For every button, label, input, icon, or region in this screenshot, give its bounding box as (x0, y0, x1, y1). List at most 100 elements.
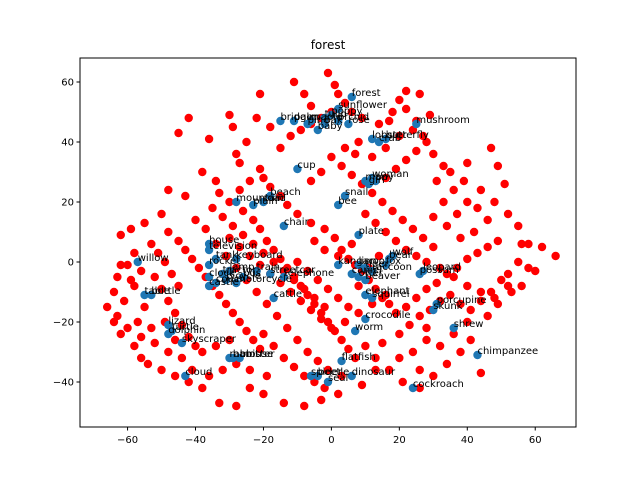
background-point (317, 314, 326, 324)
labeled-point-bus (238, 272, 248, 282)
background-point (391, 308, 401, 318)
background-point (323, 68, 333, 78)
background-point (272, 311, 282, 321)
background-point (337, 371, 346, 381)
background-point (323, 365, 333, 375)
background-point (279, 353, 289, 363)
background-point (415, 365, 424, 375)
background-point (476, 185, 486, 195)
background-point (289, 275, 299, 285)
labeled-point-forest (347, 92, 356, 102)
background-point (531, 266, 540, 276)
background-point (354, 281, 363, 291)
background-point (503, 209, 513, 219)
background-point (490, 197, 499, 207)
point-label-possum: possum (420, 265, 459, 276)
background-point (238, 230, 248, 240)
background-point (160, 257, 170, 267)
background-point (218, 212, 227, 222)
point-label-bear: bear (389, 250, 413, 261)
labeled-point-couch (211, 278, 221, 288)
labeled-point-flatfish (337, 356, 346, 366)
background-point (136, 266, 146, 276)
background-point (313, 356, 323, 366)
point-label-lamp: lamp (229, 262, 254, 273)
point-label-chair: chair (284, 217, 310, 228)
background-point (150, 272, 159, 282)
background-point (293, 257, 302, 267)
labeled-point-crocodile (361, 314, 370, 324)
point-label-palm: palm (294, 112, 319, 123)
labeled-point-pine (303, 119, 312, 129)
background-point (463, 197, 472, 207)
background-point (476, 296, 486, 306)
background-point (262, 236, 272, 246)
background-point (119, 296, 129, 306)
background-point (211, 341, 221, 351)
background-point (167, 269, 176, 279)
background-point (232, 149, 241, 159)
point-label-table: table (145, 286, 170, 297)
background-point (415, 311, 424, 321)
background-point (174, 128, 183, 138)
point-label-beetle: beetle (318, 367, 350, 378)
labeled-point-bridge (276, 116, 285, 126)
background-point (391, 236, 401, 246)
x-tick-label: 60 (529, 435, 542, 446)
point-label-bottle: bottle (151, 286, 180, 297)
point-label-worm: worm (355, 322, 383, 333)
background-point (350, 353, 360, 363)
labeled-point-raccoon (367, 266, 377, 276)
point-label-bridge: bridge (280, 112, 312, 123)
y-tick-label: −40 (53, 378, 74, 389)
background-point (347, 239, 356, 249)
background-point (249, 239, 258, 249)
labeled-point-squirrel (367, 293, 377, 303)
background-point (446, 167, 455, 177)
background-point (371, 365, 380, 375)
point-label-dinosaur: dinosaur (352, 367, 396, 378)
point-label-wolf: wolf (393, 247, 414, 258)
labeled-point-worm (350, 326, 360, 336)
background-points-series (102, 68, 560, 411)
point-label-tulip: tulip (325, 109, 347, 120)
x-tick-label: −60 (117, 435, 138, 446)
point-label-rabbit: rabbit (229, 349, 259, 360)
background-point (306, 176, 316, 186)
background-point (388, 206, 397, 216)
background-point (286, 287, 295, 297)
labeled-point-leopard (418, 266, 428, 276)
background-point (367, 299, 377, 309)
labeled-point-clock (204, 272, 214, 282)
background-point (116, 230, 125, 240)
background-point (255, 164, 265, 174)
labeled-point-tank (211, 254, 221, 264)
background-point (371, 218, 380, 228)
background-point (136, 332, 146, 342)
background-point (225, 110, 234, 120)
background-point (429, 371, 438, 381)
background-point (330, 80, 339, 90)
background-point (170, 371, 180, 381)
labeled-point-chimpanzee (473, 350, 482, 360)
background-point (408, 347, 418, 357)
background-point (449, 185, 458, 195)
background-point (306, 305, 316, 315)
background-point (184, 332, 193, 342)
background-point (422, 284, 431, 294)
background-point (181, 245, 190, 255)
y-axis: −40 −20 0 20 40 60 (53, 78, 80, 389)
point-label-spider: spider (311, 367, 343, 378)
background-point (500, 179, 509, 189)
background-point (327, 152, 336, 162)
background-point (228, 122, 238, 132)
background-point (357, 380, 367, 390)
labeled-point-orchid (333, 116, 343, 126)
background-point (187, 254, 197, 264)
x-axis: −60 −40 −20 0 20 40 60 (117, 427, 542, 446)
labeled-point-chair (279, 221, 289, 231)
point-label-telephone: telephone (284, 268, 334, 279)
background-point (354, 308, 363, 318)
background-point (483, 215, 492, 225)
